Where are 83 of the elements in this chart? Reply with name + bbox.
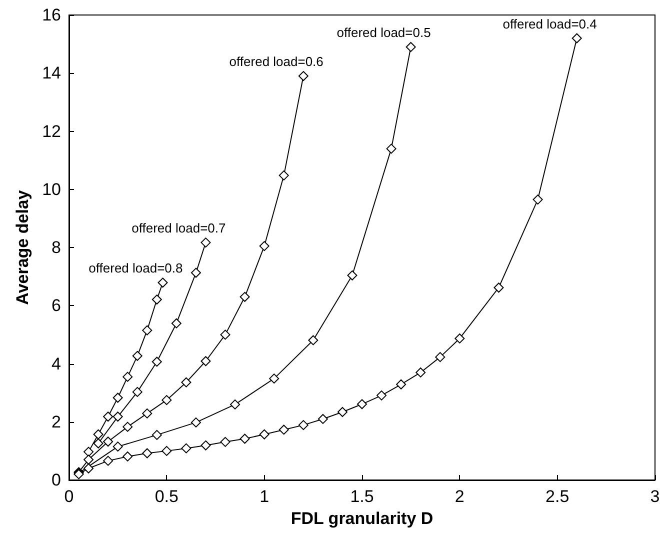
point <box>347 270 358 280</box>
point <box>112 442 123 452</box>
point <box>494 282 504 293</box>
point <box>298 420 308 430</box>
point <box>122 422 133 432</box>
point <box>84 463 94 474</box>
point <box>259 241 270 252</box>
point <box>532 194 543 205</box>
series-label: offered load=0.8 <box>88 260 183 276</box>
point <box>181 443 192 454</box>
point <box>142 408 152 418</box>
y-tick-label: 6 <box>52 296 61 316</box>
point <box>84 454 94 465</box>
series-label: offered load=0.7 <box>132 220 226 236</box>
point <box>132 350 142 361</box>
point <box>103 456 114 466</box>
point <box>435 352 446 362</box>
point <box>93 429 104 440</box>
y-tick-label: 0 <box>52 470 61 490</box>
point <box>240 434 250 444</box>
point <box>112 412 123 422</box>
y-tick-label: 14 <box>42 64 61 83</box>
point <box>132 386 142 397</box>
point <box>406 42 416 52</box>
point <box>298 71 308 82</box>
point <box>112 392 123 403</box>
point <box>142 448 152 458</box>
point <box>357 399 367 410</box>
point <box>337 406 348 417</box>
series-label: offered load=0.4 <box>502 16 597 32</box>
point <box>220 436 230 447</box>
point <box>269 374 280 384</box>
point <box>572 33 582 44</box>
x-tick-label: 3 <box>650 487 660 506</box>
point <box>142 325 152 336</box>
point <box>103 436 114 447</box>
y-tick-label: 12 <box>42 122 61 141</box>
point <box>308 335 318 346</box>
x-tick-label: 0.5 <box>154 487 178 506</box>
point <box>376 390 387 400</box>
y-tick-label: 4 <box>52 354 61 374</box>
x-tick-label: 1.5 <box>350 487 374 506</box>
y-axis-title: Average delay <box>13 190 32 305</box>
point <box>103 412 114 422</box>
point <box>200 238 211 248</box>
point <box>84 446 94 457</box>
x-axis-title: FDL granularity D <box>290 509 434 528</box>
point <box>396 379 406 390</box>
point <box>152 294 162 305</box>
point <box>386 144 396 154</box>
x-tick-label: 1 <box>260 487 270 506</box>
point <box>220 330 230 340</box>
y-tick-label: 8 <box>52 238 61 257</box>
y-tick-label: 2 <box>52 412 61 432</box>
point <box>278 424 289 435</box>
point <box>200 440 211 450</box>
series-label: offered load=0.6 <box>229 54 324 70</box>
point <box>158 278 168 288</box>
series-label: offered load=0.5 <box>336 24 431 40</box>
point <box>318 414 328 424</box>
point <box>181 377 192 388</box>
point <box>152 356 162 367</box>
point <box>122 372 133 382</box>
point <box>230 399 240 410</box>
point <box>454 333 465 344</box>
x-tick-label: 2.5 <box>546 487 570 506</box>
point <box>93 438 104 448</box>
y-tick-label: 16 <box>42 6 61 24</box>
y-tick-label: 10 <box>42 180 61 199</box>
point <box>416 367 426 378</box>
point <box>190 268 201 278</box>
point <box>171 318 182 328</box>
x-tick-label: 2 <box>454 487 464 506</box>
point <box>240 292 250 302</box>
point <box>190 417 201 428</box>
point <box>122 451 133 462</box>
point <box>162 395 172 406</box>
point <box>200 356 211 366</box>
point <box>152 430 162 440</box>
point <box>259 429 270 440</box>
point <box>278 170 289 180</box>
point <box>162 446 172 456</box>
x-tick-label: 0 <box>64 487 74 506</box>
